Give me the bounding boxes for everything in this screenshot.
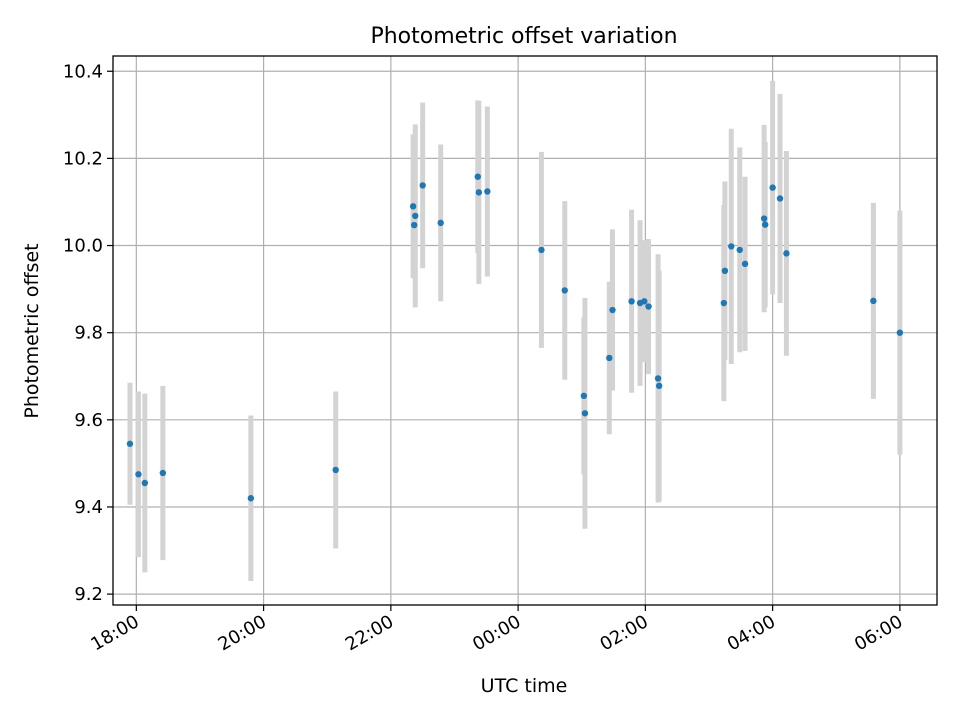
data-point [783,250,790,257]
data-point [538,246,545,254]
data-point [760,215,768,222]
y-tick-label: 10.4 [63,61,103,82]
data-point [769,184,776,191]
data-point [475,189,483,196]
data-point [484,188,491,195]
data-point [720,299,728,307]
y-tick-label: 9.2 [74,584,103,605]
data-point [762,221,769,228]
data-point [247,495,255,502]
data-point [437,219,444,227]
data-point [776,195,784,202]
data-point [606,354,613,362]
y-tick-label: 9.4 [74,497,103,518]
data-point [580,392,588,400]
point-layer [126,173,904,502]
data-point [159,469,167,477]
data-point [870,297,877,305]
data-point [609,306,616,314]
y-tick-label: 9.8 [74,323,103,344]
y-tick-label: 10.0 [63,236,103,257]
plot-frame [112,55,938,606]
data-point [896,329,904,336]
data-point [410,221,418,229]
data-point [419,182,426,189]
data-point [655,382,663,390]
data-point [728,243,735,250]
y-tick-label: 10.2 [63,148,103,169]
data-point [561,287,568,294]
data-point [141,479,149,487]
data-point [409,203,417,210]
data-point [736,246,743,254]
data-point [628,298,635,305]
data-point [741,260,749,268]
data-point [581,410,589,417]
x-axis-label: UTC time [481,675,568,697]
chart-title: Photometric offset variation [370,24,677,49]
data-point [135,471,142,478]
data-point [654,375,662,382]
data-point [126,440,134,447]
data-point [721,267,729,275]
data-point [641,298,648,305]
y-tick-label: 9.6 [74,410,103,431]
y-axis-label: Photometric offset [21,243,43,418]
data-point [645,303,652,310]
data-point [412,212,419,220]
y-axis: 9.2 9.4 9.6 9.8 10.0 10.2 10.4 [63,61,113,605]
data-point [474,173,482,180]
data-point [332,466,339,474]
